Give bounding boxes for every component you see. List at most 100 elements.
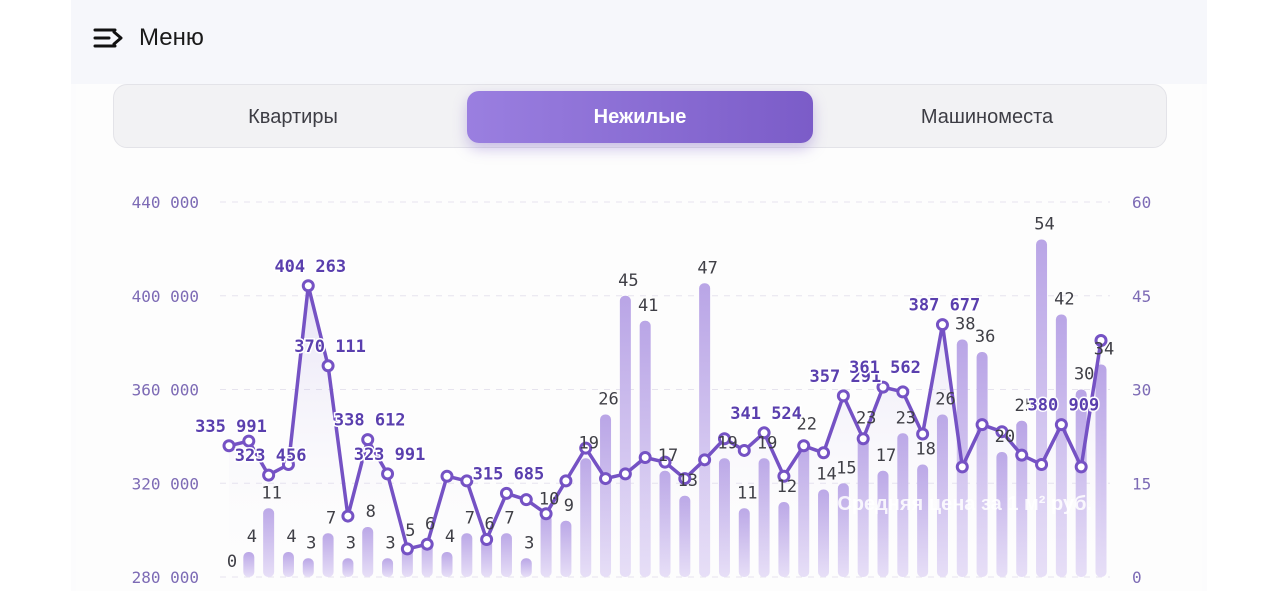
- line-point: [638, 450, 652, 464]
- bar-label: 54: [1034, 215, 1054, 235]
- line-point: [955, 460, 969, 474]
- bar-label: 18: [915, 440, 935, 460]
- line-point: [757, 426, 771, 440]
- bar-label: 13: [678, 471, 698, 491]
- line-label: 341 524: [730, 404, 802, 424]
- line-label: 323 991: [354, 445, 426, 465]
- right-axis-tick: 45: [1132, 287, 1151, 306]
- bar-label: 19: [578, 433, 598, 453]
- line-point: [361, 433, 375, 447]
- chart-legend: Средняя цена за 1 м² руб.: [837, 493, 1092, 515]
- bar-label: 7: [504, 508, 514, 528]
- line-point: [698, 453, 712, 467]
- property-type-tabs: Квартиры Нежилые Машиноместа: [113, 84, 1167, 148]
- bar-label: 11: [261, 483, 281, 503]
- line-point: [817, 446, 831, 460]
- line-label: 357 291: [810, 367, 882, 387]
- bar-label: 7: [465, 508, 475, 528]
- bar-label: 30: [1074, 365, 1094, 385]
- menu-icon: [93, 28, 123, 48]
- menu-button[interactable]: Меню: [93, 24, 204, 52]
- line-point: [876, 380, 890, 394]
- line-point: [559, 474, 573, 488]
- bar-label: 22: [796, 415, 816, 435]
- line-point: [301, 279, 315, 293]
- bar-label: 12: [777, 477, 797, 497]
- line-point: [836, 389, 850, 403]
- line-point: [717, 432, 731, 446]
- line-label: 338 612: [334, 411, 406, 431]
- line-point: [1035, 458, 1049, 471]
- line-label: 315 685: [473, 464, 545, 484]
- line-point: [935, 318, 949, 332]
- bar-label: 6: [485, 515, 495, 535]
- menu-label: Меню: [139, 24, 204, 51]
- bar-label: 26: [598, 390, 618, 410]
- line-point: [281, 458, 295, 471]
- bar-label: 41: [638, 296, 658, 316]
- line-point: [242, 434, 256, 448]
- line-point: [460, 474, 474, 488]
- line-point: [1015, 448, 1029, 462]
- tab-parking[interactable]: Машиноместа: [920, 105, 1054, 128]
- bar-label: 11: [737, 483, 757, 503]
- line-point: [519, 493, 533, 507]
- line-label: 323 456: [235, 446, 307, 466]
- line-point: [400, 542, 414, 556]
- bar-label: 5: [405, 521, 415, 541]
- bar-label: 17: [658, 446, 678, 466]
- line-point: [678, 472, 692, 486]
- bar-label: 36: [975, 327, 995, 347]
- line-point: [341, 509, 355, 523]
- bar-label: 4: [286, 527, 296, 547]
- left-axis-tick: 320 000: [132, 474, 199, 493]
- bar-label: 20: [995, 427, 1015, 447]
- line-point: [737, 443, 751, 457]
- line-label: 404 263: [274, 257, 346, 277]
- line-label: 335 991: [195, 417, 267, 437]
- line-point: [480, 533, 494, 546]
- bar-label: 7: [326, 508, 336, 528]
- bar-label: 34: [1094, 340, 1114, 360]
- bar-label: 3: [306, 533, 316, 553]
- bar-label: 8: [366, 502, 376, 522]
- bar-label: 23: [896, 408, 916, 428]
- header: Меню: [71, 0, 1207, 84]
- left-axis-tick: 360 000: [132, 381, 199, 400]
- line-point: [599, 472, 613, 486]
- line-label: 380 909: [1028, 396, 1100, 416]
- line-point: [222, 439, 236, 453]
- bar-label: 23: [856, 408, 876, 428]
- line-point: [896, 385, 910, 399]
- tab-apartments[interactable]: Квартиры: [248, 105, 338, 128]
- bar-label: 47: [697, 258, 717, 278]
- line-point: [440, 469, 454, 483]
- bar-label: 45: [618, 271, 638, 291]
- right-axis-tick: 15: [1132, 474, 1151, 493]
- bar-label: 3: [346, 533, 356, 553]
- line-point: [797, 439, 811, 453]
- bar-label: 17: [876, 446, 896, 466]
- bar-label: 15: [836, 458, 856, 478]
- bar-label: 0: [227, 552, 237, 572]
- bar-label: 10: [539, 490, 559, 510]
- line-point: [579, 441, 593, 455]
- right-axis-tick: 30: [1132, 381, 1151, 400]
- tab-non-residential[interactable]: Нежилые: [467, 91, 813, 143]
- line-point: [856, 432, 870, 446]
- bar-label: 38: [955, 315, 975, 335]
- line-point: [1054, 418, 1068, 432]
- left-axis-tick: 400 000: [132, 287, 199, 306]
- price-area: [229, 285, 1101, 577]
- bar-label: 19: [757, 433, 777, 453]
- bar-label: 4: [445, 527, 455, 547]
- line-point: [975, 418, 989, 432]
- line-point: [995, 425, 1009, 439]
- line-point: [618, 467, 632, 481]
- line-point: [916, 427, 930, 441]
- line-label: 387 677: [909, 296, 981, 316]
- bar-label: 6: [425, 515, 435, 535]
- bar-label: 4: [247, 527, 257, 547]
- bar-label: 42: [1054, 290, 1074, 310]
